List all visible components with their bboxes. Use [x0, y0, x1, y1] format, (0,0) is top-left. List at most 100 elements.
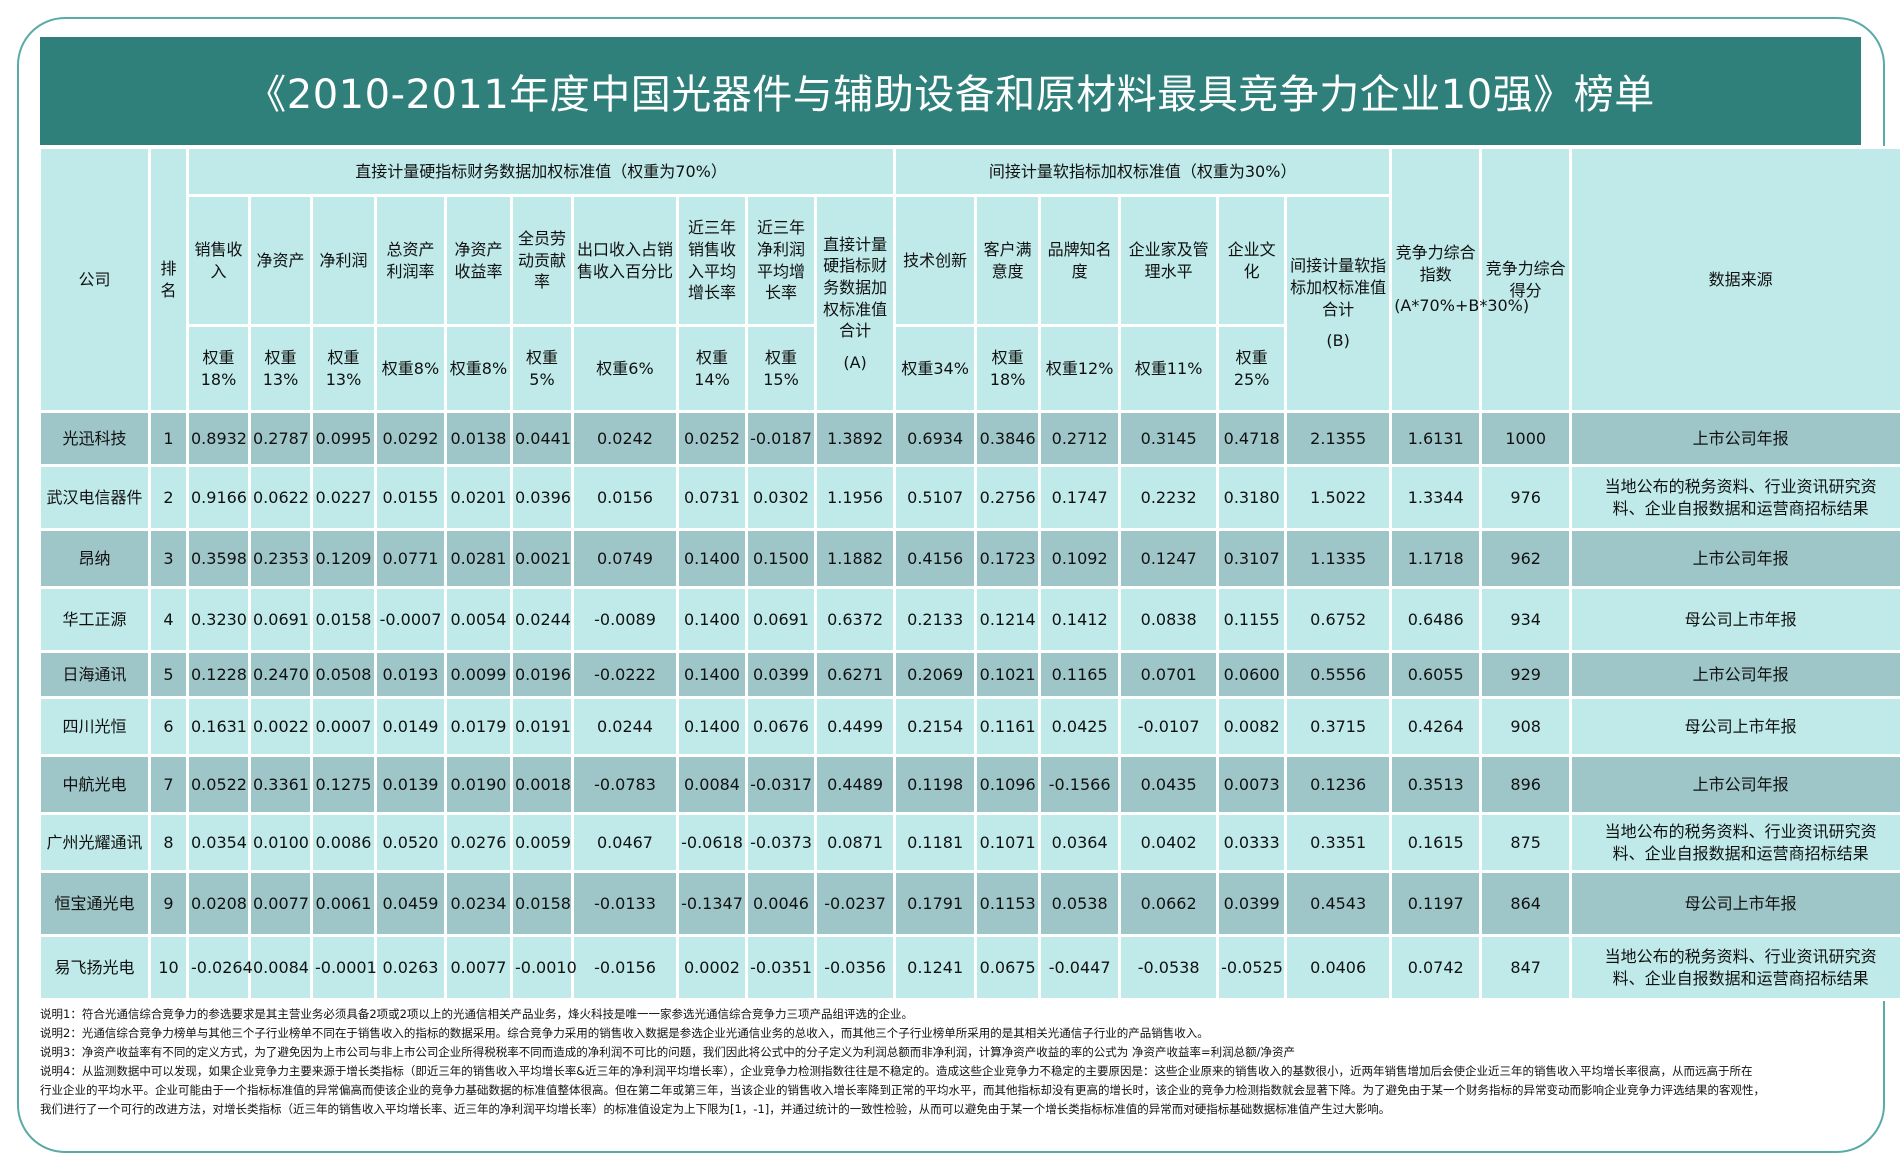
header-composite-index-tag: (A*70%+B*30%): [1394, 296, 1530, 316]
soft-metric-value: 0.0675: [974, 934, 1042, 1001]
hard-metric-value: 0.0508: [310, 650, 377, 699]
hard-metric-value: 0.0084: [248, 934, 313, 1001]
soft-total-value: 0.1236: [1284, 754, 1393, 815]
company-name: 光迅科技: [38, 410, 151, 467]
hard-metric-value: 0.0077: [444, 934, 513, 1001]
hard-metric-value: 0.1500: [745, 528, 817, 589]
soft-total-value: 2.1355: [1284, 410, 1393, 467]
hard-metric-value: 0.0002: [676, 934, 748, 1001]
soft-metric-value: -0.1566: [1038, 754, 1122, 815]
composite-index-value: 0.6486: [1389, 586, 1483, 653]
composite-index-value: 1.3344: [1389, 464, 1483, 531]
header-b-total-tag: (B): [1326, 331, 1350, 351]
hard-metric-value: 0.0749: [571, 528, 679, 589]
header-b-weight-5: 权重25%: [1216, 324, 1288, 413]
hard-metric-value: -0.1347: [676, 870, 748, 937]
hard-metric-value: 0.0191: [510, 696, 574, 757]
rank-cell: 8: [148, 812, 189, 873]
soft-metric-value: 0.3846: [974, 410, 1042, 467]
header-composite-index-label: 竞争力综合指数: [1395, 243, 1476, 284]
hard-metric-value: -0.0373: [745, 812, 817, 873]
hard-metric-value: 0.0354: [186, 812, 251, 873]
hard-metric-value: 0.1400: [676, 696, 748, 757]
rank-cell: 7: [148, 754, 189, 815]
company-name: 四川光恒: [38, 696, 151, 757]
hard-total-value: 1.1882: [813, 528, 897, 589]
rank-cell: 1: [148, 410, 189, 467]
header-composite-score: 竞争力综合得分: [1479, 146, 1573, 413]
hard-metric-value: -0.0156: [571, 934, 679, 1001]
composite-score-value: 976: [1479, 464, 1573, 531]
hard-total-value: 0.4499: [813, 696, 897, 757]
hard-metric-value: -0.0351: [745, 934, 817, 1001]
hard-metric-value: -0.0222: [571, 650, 679, 699]
hard-metric-value: 0.0399: [745, 650, 817, 699]
rank-cell: 3: [148, 528, 189, 589]
company-name: 昂纳: [38, 528, 151, 589]
ranking-table: 公司 排名 直接计量硬指标财务数据加权标准值（权重为70%） 间接计量软指标加权标准值…: [38, 146, 1900, 1001]
hard-metric-value: 0.0244: [571, 696, 679, 757]
hard-metric-value: 0.0208: [186, 870, 251, 937]
data-source-value: 上市公司年报: [1569, 650, 1900, 699]
hard-total-value: -0.0237: [813, 870, 897, 937]
header-b-weight-2: 权重18%: [974, 324, 1042, 413]
soft-metric-value: 0.1412: [1038, 586, 1122, 653]
soft-total-value: 0.5556: [1284, 650, 1393, 699]
hard-metric-value: 0.0227: [310, 464, 377, 531]
soft-metric-value: 0.1181: [893, 812, 978, 873]
soft-metric-value: 0.1161: [974, 696, 1042, 757]
header-b-total: 间接计量软指标加权标准值合计 (B): [1284, 194, 1393, 413]
hard-total-value: 1.3892: [813, 410, 897, 467]
hard-metric-value: 0.0061: [310, 870, 377, 937]
hard-total-value: 0.4489: [813, 754, 897, 815]
composite-index-value: 0.1197: [1389, 870, 1483, 937]
hard-metric-value: 0.0263: [374, 934, 447, 1001]
hard-metric-value: 0.0077: [248, 870, 313, 937]
hard-metric-value: 0.0201: [444, 464, 513, 531]
hard-metric-value: 0.1209: [310, 528, 377, 589]
header-a-col-6: 全员劳动贡献率: [510, 194, 574, 327]
soft-total-value: 1.1335: [1284, 528, 1393, 589]
table-row: 四川光恒 6 0.1631 0.0022 0.0007 0.0149 0.0179 0.019…: [38, 696, 1900, 757]
hard-metric-value: 0.0281: [444, 528, 513, 589]
soft-metric-value: 0.1071: [974, 812, 1042, 873]
data-source-value: 母公司上市年报: [1569, 586, 1900, 653]
soft-metric-value: 0.2712: [1038, 410, 1122, 467]
rank-cell: 2: [148, 464, 189, 531]
header-a-weight-9: 权重15%: [745, 324, 817, 413]
rank-cell: 4: [148, 586, 189, 653]
soft-metric-value: 0.0701: [1118, 650, 1220, 699]
header-group-a: 直接计量硬指标财务数据加权标准值（权重为70%）: [185, 146, 897, 197]
rank-cell: 6: [148, 696, 189, 757]
company-name: 华工正源: [38, 586, 151, 653]
hard-metric-value: 0.2353: [248, 528, 313, 589]
hard-metric-value: 0.0149: [374, 696, 447, 757]
company-name: 中航光电: [38, 754, 151, 815]
table-row: 光迅科技 1 0.8932 0.2787 0.0995 0.0292 0.0138 0.044…: [38, 410, 1900, 467]
company-name: 武汉电信器件: [38, 464, 151, 531]
hard-metric-value: 0.0018: [510, 754, 574, 815]
hard-metric-value: 0.0158: [510, 870, 574, 937]
hard-metric-value: 0.0179: [444, 696, 513, 757]
header-b-weight-3: 权重12%: [1038, 324, 1122, 413]
note-line: 说明2：光通信综合竞争力榜单与其他三个子行业榜单不同在于销售收入的指标的数据采用…: [40, 1026, 1209, 1040]
hard-metric-value: 0.0459: [374, 870, 447, 937]
data-source-value: 母公司上市年报: [1569, 696, 1900, 757]
header-a-weight-8: 权重14%: [676, 324, 748, 413]
company-name: 恒宝通光电: [38, 870, 151, 937]
hard-metric-value: 0.0252: [676, 410, 748, 467]
hard-metric-value: 0.0441: [510, 410, 574, 467]
soft-metric-value: 0.0600: [1216, 650, 1288, 699]
composite-score-value: 896: [1479, 754, 1573, 815]
header-b-total-label: 间接计量软指标加权标准值合计: [1290, 256, 1387, 319]
hard-total-value: 0.0871: [813, 812, 897, 873]
soft-metric-value: 0.2069: [893, 650, 978, 699]
composite-score-value: 864: [1479, 870, 1573, 937]
hard-metric-value: 0.0467: [571, 812, 679, 873]
hard-metric-value: 0.0520: [374, 812, 447, 873]
table-row: 武汉电信器件 2 0.9166 0.0622 0.0227 0.0155 0.0201 0.0…: [38, 464, 1900, 531]
table-row: 日海通讯 5 0.1228 0.2470 0.0508 0.0193 0.0099 0.019…: [38, 650, 1900, 699]
soft-metric-value: 0.0402: [1118, 812, 1220, 873]
page-title: 《2010-2011年度中国光器件与辅助设备和原材料最具竞争力企业10强》榜单: [40, 37, 1861, 145]
rank-cell: 10: [148, 934, 189, 1001]
